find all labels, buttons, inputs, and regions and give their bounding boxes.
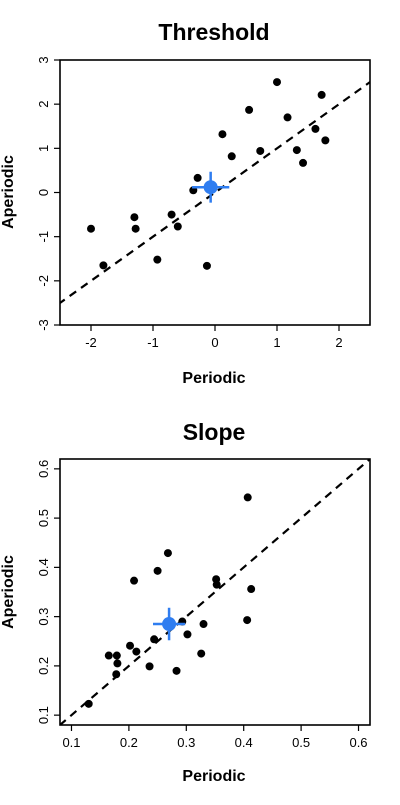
data-point <box>212 580 221 589</box>
data-point <box>311 124 320 133</box>
y-tick-label: 1 <box>36 145 51 152</box>
y-axis-label: Aperiodic <box>0 155 17 229</box>
y-axis-label: Aperiodic <box>0 555 17 629</box>
chart-title: Slope <box>183 419 246 445</box>
data-point <box>273 78 281 87</box>
data-point <box>292 146 301 155</box>
x-tick-label: 0.6 <box>349 735 367 750</box>
y-tick-label: 0 <box>36 189 51 196</box>
data-point <box>172 666 181 675</box>
y-tick-label: 0.2 <box>36 657 51 675</box>
data-point <box>84 699 93 708</box>
x-tick-label: 0 <box>211 335 218 350</box>
data-point <box>218 130 227 139</box>
y-tick-label: 0.5 <box>36 509 51 527</box>
y-tick-label: 0.1 <box>36 706 51 724</box>
x-tick-label: 0.2 <box>120 735 138 750</box>
data-point <box>163 549 172 558</box>
data-point <box>113 659 122 668</box>
x-axis-label: Periodic <box>182 768 245 785</box>
data-point <box>167 210 176 219</box>
data-point <box>197 649 206 658</box>
x-tick-label: 0.1 <box>62 735 80 750</box>
x-tick-label: 1 <box>273 335 280 350</box>
data-point <box>130 213 139 222</box>
summary-point <box>162 617 177 632</box>
x-tick-label: -1 <box>147 335 159 350</box>
data-point <box>243 493 252 502</box>
threshold-panel: Threshold Periodic Aperiodic -2 -1 0 1 2 -3 -2… <box>0 19 371 387</box>
data-point <box>245 105 254 114</box>
data-point <box>99 261 108 270</box>
summary-point <box>203 180 218 195</box>
x-tick-label: 0.4 <box>235 735 253 750</box>
y-tick-label: -1 <box>36 231 51 243</box>
data-point <box>112 651 121 660</box>
y-tick-label: 0.6 <box>36 460 51 478</box>
data-point <box>283 113 292 122</box>
data-point <box>132 647 141 656</box>
y-tick-label: 0.3 <box>36 608 51 626</box>
data-point <box>243 616 252 625</box>
data-point <box>199 620 208 629</box>
data-point <box>150 635 159 644</box>
x-tick-label: 2 <box>335 335 342 350</box>
data-point <box>247 585 256 594</box>
data-point <box>145 662 154 671</box>
data-point <box>130 576 139 585</box>
y-tick-label: -2 <box>36 275 51 287</box>
plot-frame <box>59 458 371 726</box>
data-point <box>112 670 121 679</box>
data-point <box>321 136 330 145</box>
x-tick-label: 0.3 <box>177 735 195 750</box>
data-point <box>153 255 162 264</box>
y-tick-label: 3 <box>36 56 51 63</box>
y-tick-label: 0.4 <box>36 558 51 576</box>
data-point <box>317 90 326 99</box>
data-point <box>131 224 140 233</box>
x-tick-label: -2 <box>85 335 97 350</box>
data-point <box>227 152 236 161</box>
x-tick-label: 0.5 <box>292 735 310 750</box>
data-point <box>87 224 95 233</box>
data-point <box>126 641 135 650</box>
y-tick-label: 2 <box>36 101 51 108</box>
data-point <box>299 158 308 167</box>
data-point <box>256 146 265 155</box>
data-point <box>183 630 192 639</box>
x-axis-label: Periodic <box>182 370 245 387</box>
data-point <box>104 651 113 660</box>
chart-title: Threshold <box>158 19 269 45</box>
data-point <box>173 222 182 231</box>
data-point <box>153 566 162 575</box>
data-point <box>202 261 211 270</box>
y-tick-label: -3 <box>36 319 51 331</box>
data-point <box>193 173 202 182</box>
